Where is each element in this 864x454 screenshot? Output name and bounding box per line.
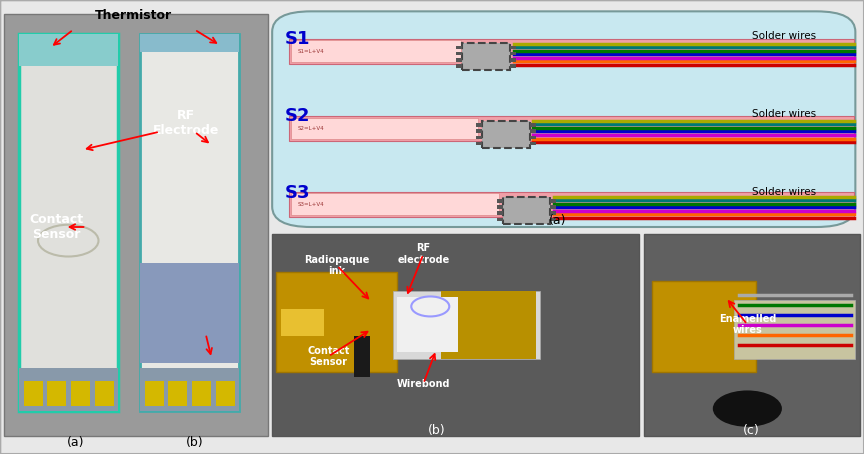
Text: S2: S2	[285, 107, 311, 125]
Bar	[510, 52, 516, 55]
Bar	[281, 309, 324, 336]
Circle shape	[713, 390, 782, 427]
Bar	[23, 381, 42, 406]
Bar	[276, 272, 397, 372]
Text: Contact
Sensor: Contact Sensor	[307, 345, 350, 367]
Bar	[48, 381, 67, 406]
Bar	[456, 52, 462, 55]
Bar	[530, 123, 536, 127]
Bar	[530, 129, 536, 133]
Bar	[272, 234, 639, 436]
Bar	[19, 368, 118, 411]
Bar	[456, 64, 462, 68]
Bar	[140, 368, 239, 411]
Bar	[497, 199, 503, 203]
Text: Solder wires: Solder wires	[752, 187, 816, 197]
Bar	[652, 281, 756, 372]
Bar	[550, 205, 556, 209]
Text: Wirebond: Wirebond	[397, 379, 450, 389]
Bar	[4, 14, 268, 436]
Bar	[497, 212, 503, 215]
Bar	[289, 39, 854, 64]
Bar	[289, 116, 854, 141]
Bar	[456, 58, 462, 62]
Bar	[393, 291, 540, 359]
Bar	[476, 129, 482, 133]
Text: (b): (b)	[186, 436, 203, 449]
FancyBboxPatch shape	[462, 43, 510, 70]
Bar	[95, 381, 114, 406]
Bar	[497, 205, 503, 209]
Bar	[168, 381, 187, 406]
FancyBboxPatch shape	[272, 11, 855, 227]
Bar	[19, 34, 118, 66]
Bar	[216, 381, 235, 406]
Text: Enamelled
wires: Enamelled wires	[719, 314, 776, 336]
Text: (c): (c)	[743, 424, 760, 437]
Text: S1: S1	[285, 30, 311, 48]
Text: S3=L+V4: S3=L+V4	[298, 202, 325, 207]
FancyBboxPatch shape	[482, 121, 530, 148]
Bar	[476, 136, 482, 139]
Bar	[734, 300, 855, 359]
Bar	[354, 336, 370, 377]
Text: S1=L+V4: S1=L+V4	[298, 49, 325, 54]
Text: Solder wires: Solder wires	[752, 31, 816, 41]
Text: S3: S3	[285, 184, 311, 202]
Bar	[530, 136, 536, 139]
Bar	[291, 118, 478, 139]
Bar	[497, 217, 503, 221]
Bar	[140, 34, 239, 52]
Bar	[291, 40, 461, 62]
Bar	[476, 142, 482, 145]
Text: Thermistor: Thermistor	[95, 10, 173, 22]
Text: Solder wires: Solder wires	[752, 109, 816, 119]
Bar	[140, 263, 239, 363]
Bar	[289, 192, 854, 217]
Bar	[144, 381, 163, 406]
Bar	[550, 199, 556, 203]
Bar	[510, 46, 516, 49]
Bar	[530, 142, 536, 145]
Bar	[456, 46, 462, 49]
Text: (a): (a)	[67, 436, 84, 449]
Bar	[71, 381, 90, 406]
FancyBboxPatch shape	[503, 197, 550, 224]
Bar	[19, 34, 118, 411]
Bar	[291, 193, 499, 215]
Bar	[510, 58, 516, 62]
Bar	[550, 217, 556, 221]
Bar	[644, 234, 860, 436]
Bar	[192, 381, 211, 406]
Bar	[510, 64, 516, 68]
Text: Contact
Sensor: Contact Sensor	[29, 213, 83, 241]
Bar	[476, 123, 482, 127]
Bar	[397, 297, 458, 352]
Text: Radiopaque
ink: Radiopaque ink	[304, 255, 370, 276]
Text: RF
Electrode: RF Electrode	[153, 109, 219, 137]
Text: (b): (b)	[428, 424, 445, 437]
Text: RF
electrode: RF electrode	[397, 243, 449, 265]
Bar	[441, 291, 536, 359]
Bar	[550, 212, 556, 215]
Bar	[140, 34, 239, 411]
Text: S2=L+V4: S2=L+V4	[298, 126, 325, 131]
Text: (a): (a)	[549, 214, 566, 227]
